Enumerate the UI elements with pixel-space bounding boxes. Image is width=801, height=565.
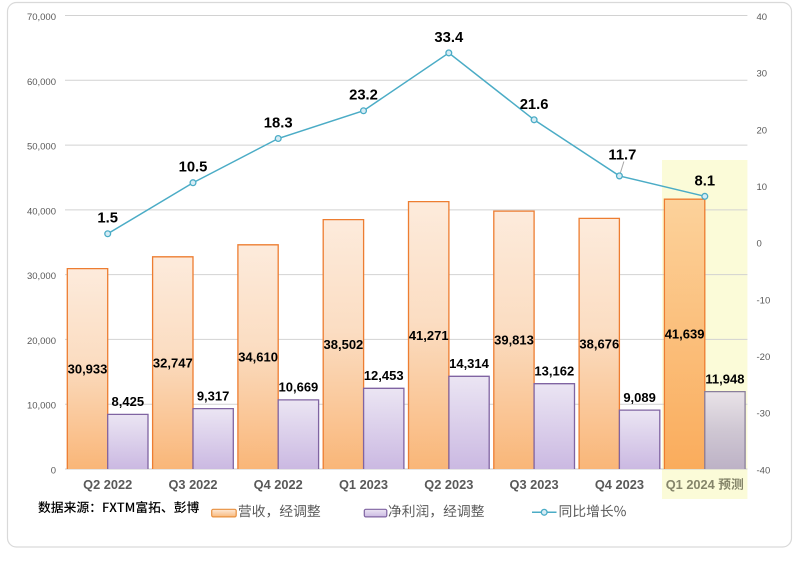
svg-text:0: 0 xyxy=(51,466,56,477)
svg-text:38,676: 38,676 xyxy=(579,336,619,351)
svg-text:-30: -30 xyxy=(757,409,771,420)
svg-text:50,000: 50,000 xyxy=(27,142,56,153)
svg-text:10,000: 10,000 xyxy=(27,401,56,412)
svg-text:Q4 2022: Q4 2022 xyxy=(254,477,303,492)
svg-text:33.4: 33.4 xyxy=(434,30,464,46)
svg-text:Q1 2024: Q1 2024 xyxy=(666,477,716,492)
svg-text:41,639: 41,639 xyxy=(665,327,705,342)
svg-text:-10: -10 xyxy=(757,295,771,306)
svg-text:12,453: 12,453 xyxy=(364,368,404,383)
svg-text:38,502: 38,502 xyxy=(324,337,364,352)
svg-text:9,317: 9,317 xyxy=(197,388,230,403)
svg-text:40: 40 xyxy=(757,12,768,23)
svg-text:Q4 2023: Q4 2023 xyxy=(595,477,644,492)
svg-text:23.2: 23.2 xyxy=(349,88,378,104)
svg-text:Q2 2023: Q2 2023 xyxy=(424,477,473,492)
svg-text:Q3 2023: Q3 2023 xyxy=(510,477,559,492)
svg-text:20,000: 20,000 xyxy=(27,336,56,347)
svg-text:10,669: 10,669 xyxy=(279,380,319,395)
svg-text:11,948: 11,948 xyxy=(705,371,744,386)
svg-text:Q1 2023: Q1 2023 xyxy=(339,477,388,492)
svg-text:1.5: 1.5 xyxy=(97,211,118,227)
svg-text:60,000: 60,000 xyxy=(27,77,56,88)
svg-text:30,000: 30,000 xyxy=(27,271,56,282)
svg-text:30,933: 30,933 xyxy=(68,361,108,376)
svg-text:-20: -20 xyxy=(757,352,771,363)
svg-text:8.1: 8.1 xyxy=(695,173,716,189)
svg-text:0: 0 xyxy=(757,239,762,250)
svg-text:11.7: 11.7 xyxy=(608,147,636,163)
svg-text:Q2 2022: Q2 2022 xyxy=(83,477,132,492)
svg-text:39,813: 39,813 xyxy=(494,333,534,348)
svg-text:18.3: 18.3 xyxy=(264,116,293,132)
svg-text:70,000: 70,000 xyxy=(27,12,56,23)
svg-text:14,314: 14,314 xyxy=(449,356,490,371)
svg-text:30: 30 xyxy=(757,69,768,80)
svg-text:32,747: 32,747 xyxy=(153,356,193,371)
svg-text:8,425: 8,425 xyxy=(112,394,145,409)
svg-text:Q3 2022: Q3 2022 xyxy=(168,477,217,492)
svg-text:-40: -40 xyxy=(757,465,771,476)
svg-text:10: 10 xyxy=(757,182,768,193)
svg-text:10.5: 10.5 xyxy=(179,160,208,176)
svg-text:40,000: 40,000 xyxy=(27,206,56,217)
svg-text:41,271: 41,271 xyxy=(409,328,449,343)
svg-text:13,162: 13,162 xyxy=(534,364,574,379)
svg-text:20: 20 xyxy=(757,125,768,136)
svg-text:21.6: 21.6 xyxy=(520,97,549,113)
svg-text:9,089: 9,089 xyxy=(623,390,656,405)
svg-text:34,610: 34,610 xyxy=(238,350,278,365)
